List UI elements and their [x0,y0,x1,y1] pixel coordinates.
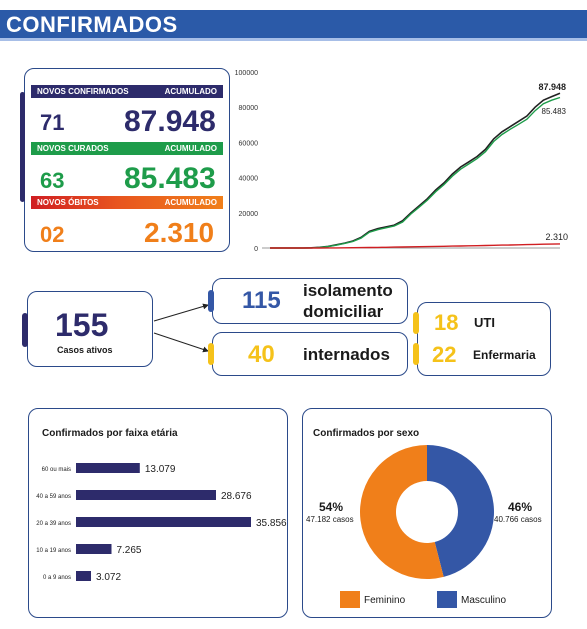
arrow-to-isolation [153,303,209,322]
cumulative-line-chart: 100000 80000 60000 40000 20000 0 87.948 85.48… [235,70,568,253]
bar [76,490,216,500]
bar-category-label: 40 a 59 anos [36,494,71,500]
bar-category-label: 60 ou mais [42,467,71,473]
y-tick-label: 0 [254,246,258,253]
age-chart-card [28,408,288,618]
label-novos-confirmados: NOVOS CONFIRMADOS ACUMULADO [31,85,223,98]
internados-card [212,332,408,376]
bar [76,544,112,554]
bar-value-label: 7.265 [116,545,141,556]
donut-slice-masculino [427,445,494,577]
label-acc: ACUMULADO [164,87,217,96]
isolation-count: 115 [242,287,281,314]
label-novos-curados: NOVOS CURADOS ACUMULADO [31,142,223,155]
internados-accent [208,343,214,365]
arrow-to-internados [153,332,209,353]
label-text: NOVOS ÓBITOS [37,198,99,207]
new-confirmed-value: 71 [40,110,65,135]
female-pct: 54% [319,500,344,514]
age-chart-title: Confirmados por faixa etária [42,428,178,439]
label-text: NOVOS CONFIRMADOS [37,87,129,96]
end-label-deaths: 2.310 [545,232,568,242]
bar-category-label: 10 a 19 anos [36,548,71,554]
female-cases: 47.182 casos [306,515,354,524]
label-acc: ACUMULADO [164,198,217,207]
label-text: NOVOS CURADOS [37,144,109,153]
isolation-line1: isolamento [303,281,393,300]
active-label: Casos ativos [57,345,113,355]
bar [76,463,140,473]
beds-accent-uti [413,312,419,334]
legend-male-swatch [437,591,457,608]
beds-card [417,302,551,376]
new-recovered-value: 63 [40,168,65,193]
end-label-confirmed: 87.948 [538,82,566,92]
label-acc: ACUMULADO [164,144,217,153]
header-rule [0,38,587,41]
series-line-2 [270,243,561,249]
active-count: 155 [55,307,109,343]
arrows [153,303,209,353]
internados-label: internados [303,345,390,364]
legend-female-swatch [340,591,360,608]
acc-recovered-value: 85.483 [124,162,216,195]
male-cases: 40.766 casos [494,515,542,524]
bar-value-label: 35.856 [256,518,287,529]
summary-accent [20,92,25,202]
new-deaths-value: 02 [40,222,65,247]
bar-value-label: 3.072 [96,572,121,583]
internados-count: 40 [248,341,275,368]
series-line-1 [270,96,561,249]
page-title: CONFIRMADOS [6,12,178,37]
enf-label: Enfermaria [473,348,536,362]
y-tick-label: 40000 [239,176,259,183]
series-line-0 [270,92,561,249]
legend-male-label: Masculino [461,595,507,606]
bar-value-label: 28.676 [221,491,252,502]
donut-slice-feminino [359,445,444,579]
legend-female-label: Feminino [364,595,406,606]
isolation-accent [208,290,214,312]
sex-chart-card [302,408,552,618]
bar [76,571,91,581]
active-accent [22,313,28,347]
enf-count: 22 [432,342,457,367]
summary-card [24,68,230,252]
y-tick-label: 60000 [239,140,259,147]
bar [76,517,251,527]
bar-category-label: 0 a 9 anos [43,575,71,581]
sex-chart-title: Confirmados por sexo [313,428,420,439]
bar-category-label: 20 a 39 anos [36,521,71,527]
beds-accent-enf [413,343,419,365]
end-label-recovered: 85.483 [542,107,567,116]
y-tick-label: 80000 [239,105,259,112]
isolation-line2: domiciliar [303,302,384,321]
age-bar-chart: 60 ou mais 13.079 40 a 59 anos 28.676 20 a 3… [36,463,287,583]
male-pct: 46% [508,500,533,514]
acc-confirmed-value: 87.948 [124,105,216,138]
y-tick-label: 20000 [239,211,259,218]
sex-donut-chart [359,445,494,579]
isolation-card [212,278,408,324]
bar-value-label: 13.079 [145,464,176,475]
uti-count: 18 [434,310,459,335]
uti-label: UTI [474,315,495,330]
header-bar [0,10,587,38]
y-tick-label: 100000 [235,70,258,77]
label-novos-obitos: NOVOS ÓBITOS ACUMULADO [31,196,223,209]
acc-deaths-value: 2.310 [144,217,215,248]
